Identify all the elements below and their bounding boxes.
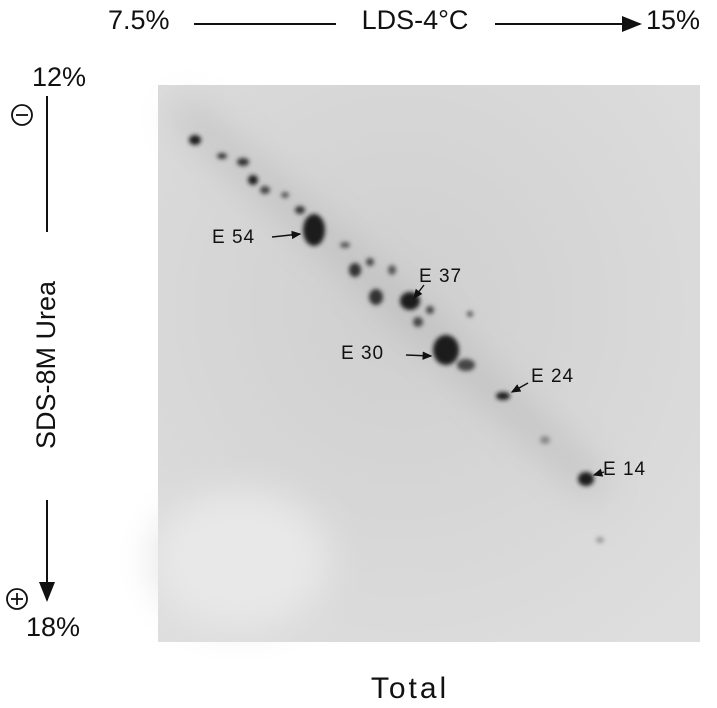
- spot-label: E 30: [341, 343, 384, 364]
- leader-arrow: [413, 284, 425, 300]
- top-axis-label: LDS-4°C: [362, 5, 469, 35]
- spot-label: E 37: [419, 266, 462, 287]
- spot-label: E 54: [212, 227, 255, 248]
- plus-symbol: [6, 588, 28, 610]
- caption: Total: [371, 672, 449, 705]
- top-right-label: 15%: [646, 5, 700, 35]
- left-bottom-label: 18%: [26, 612, 80, 642]
- leader-arrow: [510, 382, 529, 393]
- leader-arrow: [271, 230, 302, 240]
- left-axis-label: SDS-8M Urea: [31, 280, 61, 449]
- spot-label: E 14: [603, 459, 646, 480]
- leader-arrow: [592, 468, 605, 477]
- gel-image: [150, 85, 700, 642]
- top-left-label: 7.5%: [108, 5, 170, 35]
- leader-arrow: [405, 351, 433, 360]
- left-top-label: 12%: [32, 62, 86, 92]
- spot-label: E 24: [531, 366, 574, 387]
- minus-symbol: [11, 104, 33, 126]
